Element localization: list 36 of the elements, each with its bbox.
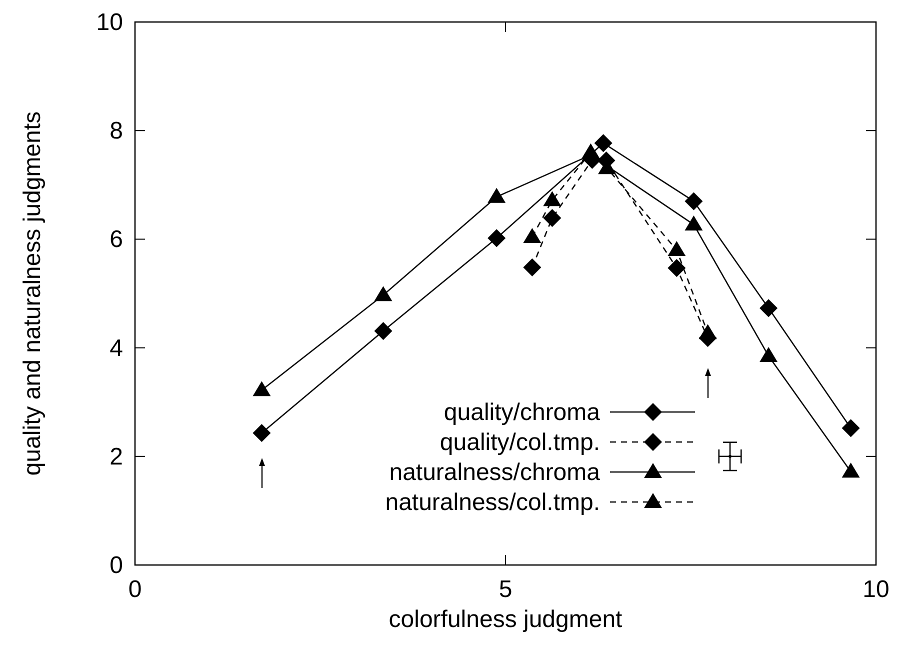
x-axis-title: colorfulness judgment <box>388 606 623 633</box>
point <box>523 258 542 276</box>
point <box>543 209 562 228</box>
point <box>684 192 703 210</box>
point <box>684 216 703 231</box>
x-tick-label: 0 <box>128 576 142 603</box>
x-tick-label: 5 <box>498 576 512 603</box>
point <box>668 241 686 256</box>
point <box>252 381 271 396</box>
y-tick-label: 0 <box>110 552 123 579</box>
point <box>488 188 506 203</box>
point <box>252 424 271 442</box>
y-tick-label: 6 <box>110 226 123 254</box>
point <box>374 286 392 302</box>
point <box>488 229 506 248</box>
point <box>842 419 860 438</box>
point <box>374 322 392 340</box>
y-axis-title: quality and naturalness judgments <box>19 111 46 476</box>
point <box>760 299 778 318</box>
point <box>523 228 542 244</box>
y-tick-label: 10 <box>96 9 123 36</box>
legend-label: quality/col.tmp. <box>440 429 600 456</box>
point <box>594 134 612 152</box>
legend-label: quality/chroma <box>444 399 601 426</box>
x-tick-label: 10 <box>862 576 890 603</box>
legend-label: naturalness/col.tmp. <box>385 489 600 516</box>
y-tick-label: 4 <box>110 334 123 362</box>
point <box>760 346 778 362</box>
point <box>698 324 717 340</box>
point <box>543 191 562 206</box>
y-tick-label: 2 <box>110 443 123 470</box>
y-tick-label: 8 <box>110 118 123 145</box>
point <box>668 258 686 277</box>
legend-label: naturalness/chroma <box>389 459 601 486</box>
point <box>582 143 600 158</box>
point <box>842 462 860 478</box>
